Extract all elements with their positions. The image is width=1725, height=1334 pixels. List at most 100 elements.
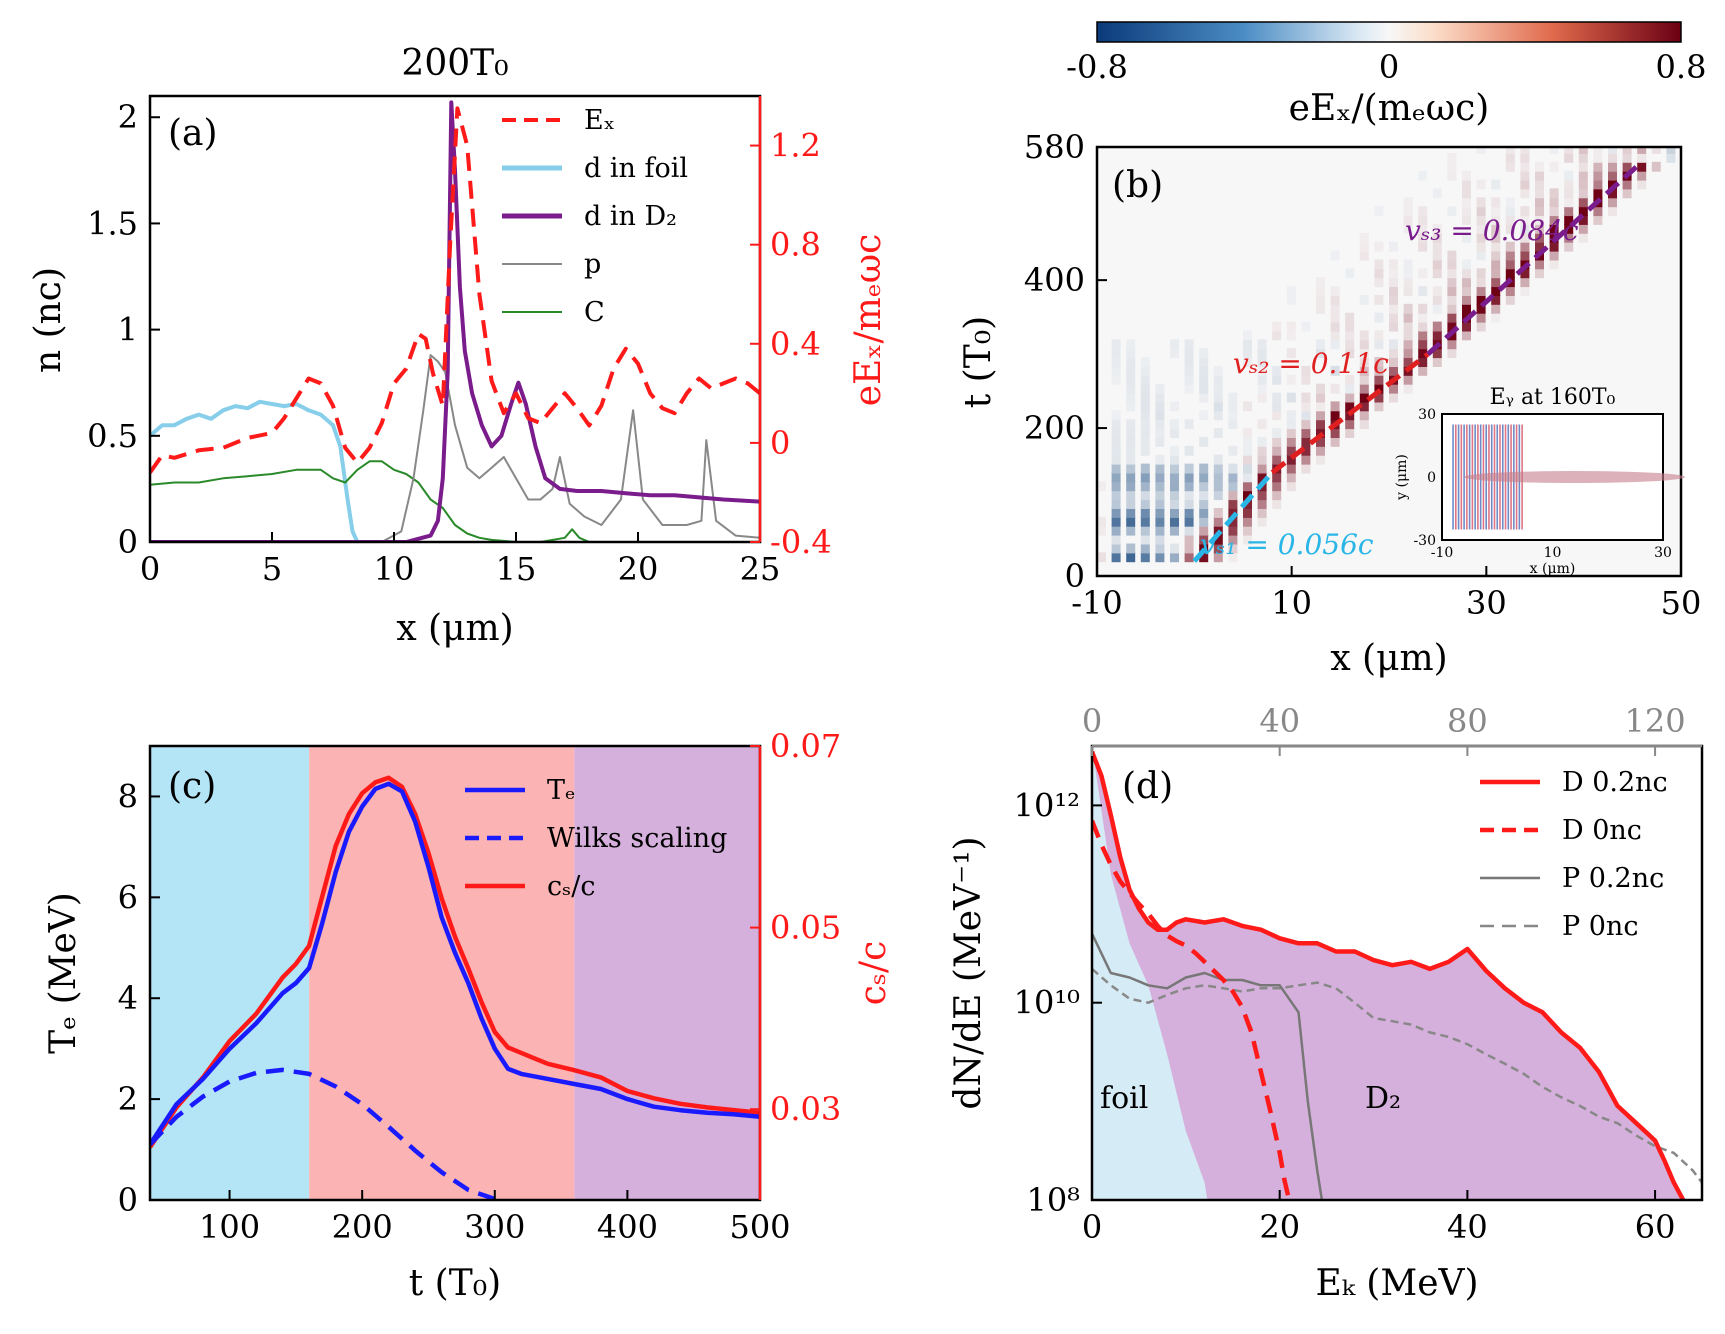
- heatmap-cell: [1432, 250, 1442, 261]
- heatmap-cell: [1272, 365, 1282, 376]
- heatmap-cell: [1389, 294, 1398, 305]
- heatmap-cell: [1432, 241, 1442, 252]
- heatmap-cell: [1418, 223, 1428, 234]
- panel-a-y2label: eEₓ/mₑωc: [848, 234, 889, 407]
- panel-a-axes: 0 5 10 15 20 25 0 0.5 1 1.5 2 -0.4 0 0.4 0.8 1.2: [87, 96, 832, 588]
- heatmap-cell: [1213, 463, 1223, 474]
- heatmap-cell: [1316, 286, 1325, 296]
- panel-a-plot: [150, 100, 760, 542]
- colorbar-tick--0.8: -0.8: [1066, 48, 1128, 86]
- heatmap-cell: [1199, 508, 1209, 518]
- heatmap-cell: [1447, 339, 1457, 350]
- heatmap-cell: [1520, 147, 1530, 154]
- a-y2tick--0.4-label: -0.4: [770, 523, 832, 561]
- heatmap-cell: [1184, 365, 1194, 376]
- heatmap-cell: [1520, 286, 1530, 296]
- heatmap-cell: [1286, 330, 1296, 341]
- panel-c-xlabel: t (T₀): [409, 1263, 501, 1304]
- heatmap-cell: [1447, 348, 1457, 359]
- heatmap-cell: [1330, 250, 1340, 261]
- heatmap-cell: [1389, 286, 1398, 296]
- heatmap-cell: [1491, 259, 1501, 270]
- a-xtick-15-label: 15: [496, 550, 537, 588]
- a-legend-item-2-label: d in D₂: [584, 201, 677, 232]
- heatmap-cell: [1111, 534, 1121, 545]
- b-xtick--10-label: -10: [1071, 584, 1123, 622]
- heatmap-cell: [1359, 419, 1369, 430]
- c-xtick-200-label: 200: [332, 1208, 393, 1246]
- heatmap-cell: [1316, 294, 1325, 305]
- inset-ylabel: y (μm): [1394, 454, 1410, 501]
- heatmap-cell: [1228, 552, 1238, 563]
- heatmap-cell: [1608, 188, 1617, 199]
- heatmap-cell: [1272, 428, 1282, 438]
- heatmap-cell: [1199, 499, 1209, 509]
- heatmap-cell: [1608, 206, 1617, 217]
- heatmap-cell: [1243, 516, 1252, 527]
- heatmap-cell: [1476, 286, 1486, 296]
- heatmap-cell: [1126, 543, 1136, 554]
- heatmap-cell: [1140, 490, 1150, 501]
- d-x2tick-40-label: 40: [1259, 702, 1300, 740]
- heatmap-cell: [1374, 277, 1384, 288]
- heatmap-cell: [1578, 147, 1588, 154]
- heatmap-cell: [1257, 508, 1267, 518]
- heatmap-cell: [1622, 188, 1632, 199]
- heatmap-cell: [1345, 321, 1355, 332]
- heatmap-cell: [1564, 206, 1574, 217]
- heatmap-cell: [1111, 490, 1121, 501]
- heatmap-cell: [1593, 188, 1603, 199]
- heatmap-cell: [1199, 516, 1209, 527]
- panel-c-ylabel: Tₑ (MeV): [43, 892, 84, 1054]
- heatmap-cell: [1462, 206, 1471, 217]
- heatmap-cell: [1170, 445, 1179, 456]
- heatmap-cell: [1286, 392, 1296, 403]
- heatmap-cell: [1272, 490, 1282, 501]
- panel-a-header: 200T₀: [401, 43, 508, 84]
- heatmap-cell: [1228, 410, 1238, 421]
- heatmap-cell: [1520, 223, 1530, 234]
- d-x2tick-80-label: 80: [1447, 702, 1488, 740]
- heatmap-cell: [1447, 250, 1457, 261]
- inset-title: Eᵧ at 160T₀: [1490, 385, 1616, 410]
- heatmap-cell: [1140, 357, 1150, 367]
- heatmap-cell: [1155, 410, 1165, 421]
- heatmap-cell: [1418, 170, 1428, 181]
- heatmap-cell: [1126, 516, 1136, 527]
- heatmap-cell: [1257, 445, 1267, 456]
- d-series-3-line: [1092, 967, 1702, 1184]
- fit-line-vs1: [1192, 470, 1275, 563]
- heatmap-cell: [1316, 445, 1325, 456]
- heatmap-cell: [1476, 303, 1486, 314]
- heatmap-cell: [1228, 543, 1238, 554]
- heatmap-cell: [1257, 392, 1267, 403]
- heatmap-cell: [1170, 543, 1179, 554]
- heatmap-cell: [1111, 445, 1121, 456]
- heatmap-cell: [1184, 508, 1194, 518]
- heatmap-cell: [1301, 419, 1311, 430]
- a-legend-item-1-label: d in foil: [584, 153, 688, 184]
- heatmap-cell: [1535, 241, 1544, 252]
- fit-line-vs2: [1270, 352, 1430, 475]
- heatmap-cell: [1111, 472, 1121, 483]
- heatmap-cell: [1608, 179, 1617, 190]
- heatmap-cell: [1316, 303, 1325, 314]
- heatmap-cell: [1199, 481, 1209, 492]
- heatmap-cell: [1126, 508, 1136, 518]
- heatmap-cell: [1359, 232, 1369, 243]
- heatmap-cell: [1316, 348, 1325, 359]
- heatmap-cell: [1345, 428, 1355, 438]
- heatmap-cell: [1359, 401, 1369, 412]
- heatmap-cell: [1301, 436, 1311, 447]
- heatmap-cell: [1476, 277, 1486, 288]
- heatmap-cell: [1535, 188, 1544, 199]
- heatmap-cell: [1359, 348, 1369, 359]
- heatmap-cell: [1140, 436, 1150, 447]
- c-series-1-line: [150, 1067, 496, 1200]
- heatmap-cell: [1301, 321, 1311, 332]
- d-fill-d2: [1092, 751, 1684, 1200]
- a-ytick-2-label: 2: [118, 98, 138, 136]
- heatmap-cell: [1316, 419, 1325, 430]
- heatmap-cell: [1140, 525, 1150, 536]
- d-ytick-1-label: 10¹⁰: [1014, 984, 1080, 1022]
